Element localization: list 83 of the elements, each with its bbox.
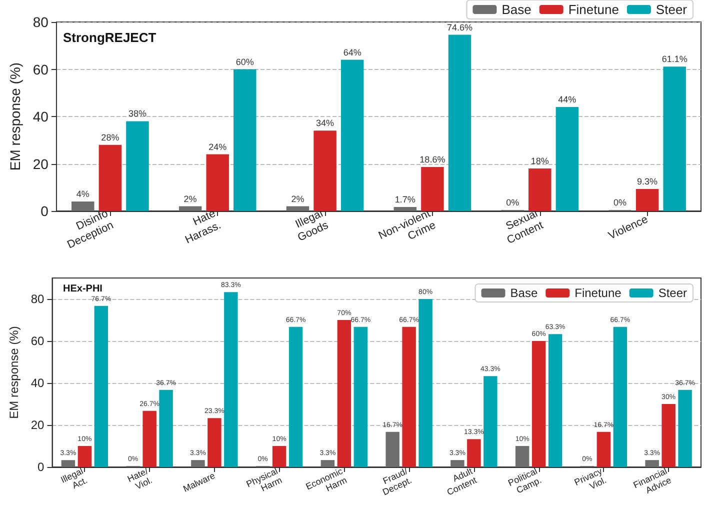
bar xyxy=(678,390,692,467)
bar xyxy=(484,376,498,467)
bar xyxy=(596,432,611,467)
data-label: 34% xyxy=(316,118,334,128)
bar xyxy=(72,202,94,211)
data-label: 24% xyxy=(208,142,227,152)
legend-label: Finetune xyxy=(568,2,619,17)
legend-label: Steer xyxy=(658,286,688,300)
text: StrongREJECT xyxy=(63,30,156,45)
bar xyxy=(286,206,310,211)
data-label: 61.1% xyxy=(662,54,688,64)
bar xyxy=(394,206,417,211)
bar xyxy=(234,69,256,211)
bar xyxy=(191,460,205,467)
legend-label: Base xyxy=(502,2,532,17)
y-tick-label: 80 xyxy=(32,14,49,30)
bar xyxy=(78,446,92,467)
data-label: 0% xyxy=(506,198,520,208)
bar xyxy=(288,326,303,467)
x-tick-label: Hate/ Viol. xyxy=(126,466,154,492)
y-tick-label: 20 xyxy=(30,418,45,432)
bar xyxy=(320,460,335,467)
data-label: 2% xyxy=(291,194,304,204)
bar xyxy=(515,446,530,467)
data-label: 28% xyxy=(101,132,120,142)
data-label: 18% xyxy=(530,156,549,166)
data-label: 44% xyxy=(558,94,576,105)
bar xyxy=(61,460,76,467)
text: HEx-PHI xyxy=(63,284,103,294)
y-tick-label: 60 xyxy=(32,61,49,78)
bar xyxy=(402,326,416,467)
bar xyxy=(386,432,400,467)
bar xyxy=(645,460,659,467)
bar xyxy=(224,292,238,467)
data-label: 9.3% xyxy=(637,176,658,187)
data-label: 74.6% xyxy=(446,22,473,32)
bar xyxy=(206,154,229,211)
data-label: 60% xyxy=(236,56,254,67)
bar xyxy=(548,334,562,467)
data-label: 38% xyxy=(128,108,146,119)
bar xyxy=(467,439,481,467)
bar xyxy=(662,404,676,467)
bar xyxy=(663,66,686,211)
bar xyxy=(159,390,173,467)
y-tick-label: 20 xyxy=(32,156,49,172)
data-label: 2% xyxy=(184,194,197,204)
y-tick-label: 40 xyxy=(32,108,49,124)
bar xyxy=(421,167,444,211)
bar xyxy=(142,410,156,467)
bar xyxy=(556,107,579,211)
bar xyxy=(340,60,364,211)
bar xyxy=(314,130,336,211)
bar xyxy=(450,460,464,467)
legend-label: Base xyxy=(510,286,538,300)
data-label: 1.7% xyxy=(394,194,416,204)
bar xyxy=(337,320,352,467)
bar xyxy=(613,326,628,467)
bar xyxy=(528,168,552,211)
legend-label: Steer xyxy=(656,2,688,17)
bar xyxy=(272,446,286,467)
bar xyxy=(126,121,149,211)
y-tick-label: 0 xyxy=(38,460,45,474)
data-label: 0% xyxy=(613,198,626,208)
y-tick-label: 80 xyxy=(30,292,45,306)
bar xyxy=(354,326,368,467)
data-label: 4% xyxy=(76,189,90,200)
bar xyxy=(94,306,108,467)
y-tick-label: 40 xyxy=(30,376,45,390)
bar xyxy=(418,299,432,467)
y-axis-title: EM response (%) xyxy=(7,62,23,171)
bar xyxy=(636,189,659,211)
bar xyxy=(178,206,202,211)
bar xyxy=(532,341,546,467)
data-label: 64% xyxy=(343,47,362,58)
bar xyxy=(448,34,472,211)
x-tick-label: Illegal Goods xyxy=(294,208,331,244)
y-axis-title: EM response (%) xyxy=(7,326,21,419)
bar xyxy=(208,418,222,467)
y-tick-label: 0 xyxy=(40,203,49,219)
bar xyxy=(98,144,122,211)
legend-label: Finetune xyxy=(574,286,622,300)
data-label: 18.6% xyxy=(420,154,446,165)
y-tick-label: 60 xyxy=(30,334,45,348)
